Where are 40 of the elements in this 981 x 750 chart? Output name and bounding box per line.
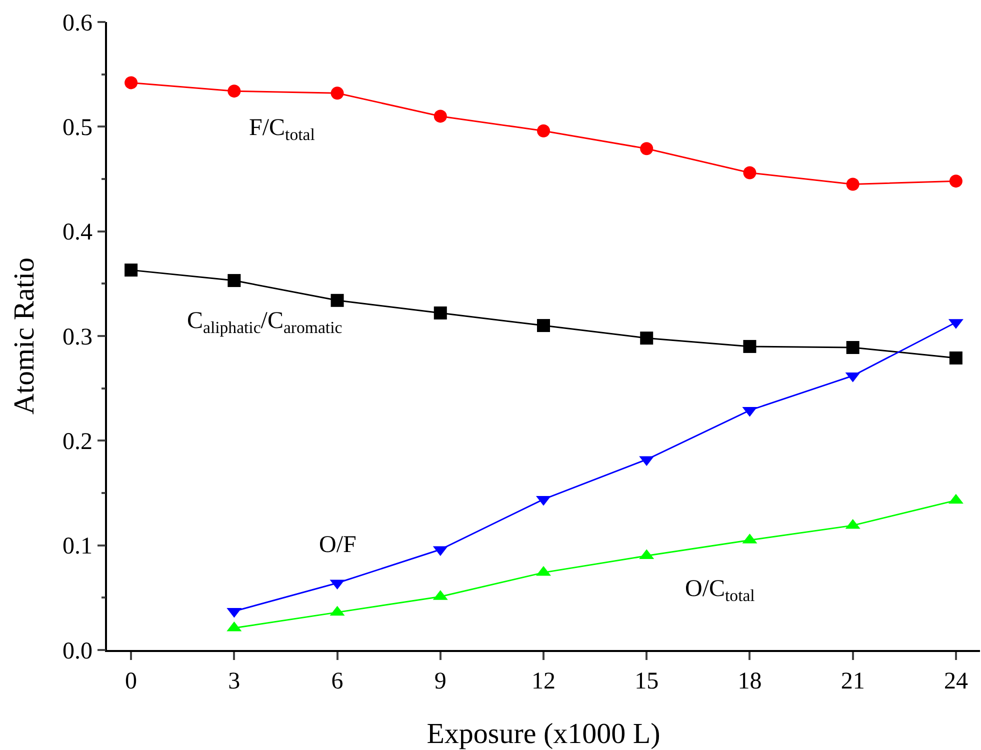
point <box>640 142 654 156</box>
x-tick-label: 12 <box>532 668 556 695</box>
series-label: O/C$_{total}$ <box>685 576 756 606</box>
point <box>743 340 756 353</box>
x-tick-label: 15 <box>634 668 659 695</box>
point <box>124 76 138 90</box>
x-tick-label: 18 <box>738 668 762 695</box>
y-tick-label: 0.3 <box>62 324 92 350</box>
series-label: C$_{aliphatic}$/C$_{aromatic}$ <box>187 308 342 338</box>
y-tick-label: 0.0 <box>62 638 92 664</box>
x-tick-label: 0 <box>125 668 138 695</box>
point <box>228 84 241 98</box>
y-tick-label: 0.4 <box>62 220 92 246</box>
point <box>124 264 138 277</box>
x-axis-title: Exposure (x1000 L) <box>426 718 660 750</box>
point <box>743 166 756 180</box>
y-tick-label: 0.6 <box>62 10 92 36</box>
series-label: O/F <box>319 532 356 558</box>
point <box>949 351 962 364</box>
x-tick-label: 24 <box>944 668 968 695</box>
x-tick-label: 9 <box>434 668 446 695</box>
y-tick-label: 0.5 <box>62 115 92 142</box>
series-label: F/C$_{total}$ <box>249 115 316 144</box>
x-tick-label: 3 <box>228 668 240 695</box>
x-tick-label: 6 <box>331 668 344 695</box>
y-tick-label: 0.2 <box>62 429 92 456</box>
point <box>228 274 241 288</box>
y-axis-title: Atomic Ratio <box>8 257 40 415</box>
point <box>640 332 654 345</box>
y-tick-label: 0.1 <box>62 534 92 560</box>
point <box>434 306 447 320</box>
point <box>434 110 447 123</box>
x-tick-label: 21 <box>840 668 865 695</box>
point <box>537 124 550 138</box>
point <box>330 86 344 100</box>
point <box>846 341 860 354</box>
point <box>330 294 344 307</box>
point <box>949 174 962 188</box>
point <box>537 319 550 332</box>
point <box>846 178 860 191</box>
